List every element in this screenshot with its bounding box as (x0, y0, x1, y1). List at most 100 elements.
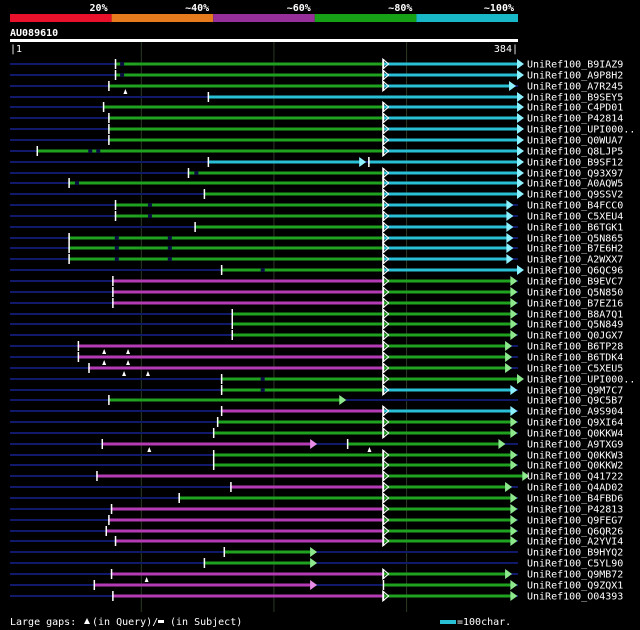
hit-label[interactable]: UniRef100_Q41722 (527, 472, 623, 483)
hit-label[interactable]: UniRef100_B7EZ16 (527, 299, 623, 310)
hit-row[interactable]: UniRef100_B4FCC0 (10, 198, 623, 212)
hit-row[interactable]: UniRef100_UPI000.. (10, 372, 635, 386)
hit-label[interactable]: UniRef100_A2YVI4 (527, 537, 623, 548)
hit-label[interactable]: UniRef100_Q0KKW3 (527, 451, 623, 462)
hit-label[interactable]: UniRef100_Q5N849 (527, 320, 623, 331)
hit-label[interactable]: UniRef100_Q0KKW4 (527, 429, 623, 440)
hit-row[interactable]: UniRef100_A9TXG9 (10, 439, 623, 452)
hit-label[interactable]: UniRef100_A0AQW5 (527, 179, 623, 190)
hit-row[interactable]: UniRef100_Q9MB72 (10, 567, 623, 582)
hit-row[interactable]: UniRef100_Q93X97 (10, 166, 623, 180)
hit-row[interactable]: UniRef100_Q9ZQX1 (10, 580, 623, 592)
hit-row[interactable]: UniRef100_B4FBD6 (10, 491, 623, 505)
hit-row[interactable]: UniRef100_A0AQW5 (10, 176, 623, 190)
hit-label[interactable]: UniRef100_Q6QR26 (527, 527, 623, 538)
hit-row[interactable]: UniRef100_B9SF12 (10, 157, 623, 169)
hit-label[interactable]: UniRef100_Q9SSV2 (527, 190, 623, 201)
hit-label[interactable]: UniRef100_A2WXX7 (527, 255, 623, 266)
hit-label[interactable]: UniRef100_B4FCC0 (527, 201, 623, 212)
hit-row[interactable]: UniRef100_B9EVC7 (10, 274, 623, 288)
hit-row[interactable]: UniRef100_B7E6H2 (10, 241, 623, 255)
hit-row[interactable]: UniRef100_Q6QR26 (10, 524, 623, 538)
hit-label[interactable]: UniRef100_Q5N850 (527, 288, 623, 299)
hit-label[interactable]: UniRef100_O04393 (527, 592, 623, 603)
hit-row[interactable]: UniRef100_Q9C5B7 (10, 395, 623, 407)
hit-label[interactable]: UniRef100_Q0KKW2 (527, 461, 623, 472)
hit-label[interactable]: UniRef100_Q9C5B7 (527, 396, 623, 407)
hit-row[interactable]: UniRef100_B6TDK4 (10, 350, 623, 365)
hit-label[interactable]: UniRef100_Q0JGX7 (527, 331, 623, 342)
hit-label[interactable]: UniRef100_B4FBD6 (527, 494, 623, 505)
hit-label[interactable]: UniRef100_B9IAZ9 (527, 60, 623, 71)
hit-label[interactable]: UniRef100_A9S904 (527, 407, 623, 418)
hit-label[interactable]: UniRef100_Q6QC96 (527, 266, 623, 277)
hit-label[interactable]: UniRef100_Q93X97 (527, 169, 623, 180)
hit-row[interactable]: UniRef100_C5XEU5 (10, 361, 623, 376)
hit-label[interactable]: UniRef100_A7R245 (527, 82, 623, 93)
hit-row[interactable]: UniRef100_Q9XI64 (10, 415, 623, 429)
hit-label[interactable]: UniRef100_Q4AD02 (527, 483, 623, 494)
hit-row[interactable]: UniRef100_B6TGK1 (10, 220, 623, 234)
hit-label[interactable]: UniRef100_A9TXG9 (527, 440, 623, 451)
hit-label[interactable]: UniRef100_Q9XI64 (527, 418, 623, 429)
hit-label[interactable]: UniRef100_P42814 (527, 114, 623, 125)
hit-label[interactable]: UniRef100_B9HYQ2 (527, 548, 623, 559)
hit-label[interactable]: UniRef100_Q9M7C7 (527, 386, 623, 397)
hit-label[interactable]: UniRef100_B7E6H2 (527, 244, 623, 255)
hit-label[interactable]: UniRef100_C5XEU4 (527, 212, 623, 223)
hit-row[interactable]: UniRef100_Q4AD02 (10, 480, 623, 494)
hit-row[interactable]: UniRef100_P42813 (10, 502, 623, 516)
hit-label[interactable]: UniRef100_P42813 (527, 505, 623, 516)
hit-row[interactable]: UniRef100_Q0KKW4 (10, 426, 623, 440)
hit-label[interactable]: UniRef100_Q0WUA7 (527, 136, 623, 147)
hit-row[interactable]: UniRef100_Q0KKW2 (10, 458, 623, 472)
hit-row[interactable]: UniRef100_Q0JGX7 (10, 328, 623, 342)
hit-row[interactable]: UniRef100_Q41722 (10, 469, 623, 483)
hit-row[interactable]: UniRef100_C5XEU4 (10, 209, 623, 223)
hit-label[interactable]: UniRef100_A9P8H2 (527, 71, 623, 82)
hit-label[interactable]: UniRef100_B6TP28 (527, 342, 623, 353)
hit-row[interactable]: UniRef100_A9P8H2 (10, 68, 623, 82)
hit-row[interactable]: UniRef100_B9HYQ2 (10, 547, 623, 559)
hit-row[interactable]: UniRef100_A7R245 (10, 79, 623, 94)
hit-row[interactable]: UniRef100_Q5N865 (10, 231, 623, 245)
hit-label[interactable]: UniRef100_B9SF12 (527, 158, 623, 169)
hit-label[interactable]: UniRef100_B8A7Q1 (527, 310, 623, 321)
hit-row[interactable]: UniRef100_Q9M7C7 (10, 383, 623, 397)
hit-row[interactable]: UniRef100_A2WXX7 (10, 252, 623, 266)
hit-row[interactable]: UniRef100_UPI000.. (10, 122, 635, 136)
hit-row[interactable]: UniRef100_Q5N849 (10, 317, 623, 331)
hit-row[interactable]: UniRef100_Q6QC96 (10, 263, 623, 277)
hit-label[interactable]: UniRef100_Q9MB72 (527, 570, 623, 581)
hit-label[interactable]: UniRef100_Q8LJP5 (527, 147, 623, 158)
hit-label[interactable]: UniRef100_C4PD01 (527, 103, 623, 114)
hit-row[interactable]: UniRef100_Q9FEG7 (10, 513, 623, 527)
hit-label[interactable]: UniRef100_B6TDK4 (527, 353, 623, 364)
hit-row[interactable]: UniRef100_B8A7Q1 (10, 307, 623, 321)
hit-label[interactable]: UniRef100_B6TGK1 (527, 223, 623, 234)
hit-row[interactable]: UniRef100_B6TP28 (10, 339, 623, 354)
hit-label[interactable]: UniRef100_B9SEY5 (527, 93, 623, 104)
hit-row[interactable]: UniRef100_A2YVI4 (10, 534, 623, 548)
hit-row[interactable]: UniRef100_Q0WUA7 (10, 133, 623, 147)
hit-label[interactable]: UniRef100_UPI000.. (527, 375, 635, 386)
hit-row[interactable]: UniRef100_Q0KKW3 (10, 448, 623, 462)
hit-row[interactable]: UniRef100_A9S904 (10, 404, 623, 418)
hit-row[interactable]: UniRef100_Q9SSV2 (10, 187, 623, 201)
hit-row[interactable]: UniRef100_B7EZ16 (10, 296, 623, 310)
hit-row[interactable]: UniRef100_Q8LJP5 (10, 144, 623, 158)
hit-label[interactable]: UniRef100_Q9FEG7 (527, 516, 623, 527)
hit-label[interactable]: UniRef100_C5YL90 (527, 559, 623, 570)
hit-row[interactable]: UniRef100_C4PD01 (10, 100, 623, 114)
hit-row[interactable]: UniRef100_B9IAZ9 (10, 57, 623, 71)
hit-label[interactable]: UniRef100_Q9ZQX1 (527, 581, 623, 592)
hit-label[interactable]: UniRef100_UPI000.. (527, 125, 635, 136)
hit-row[interactable]: UniRef100_C5YL90 (10, 558, 623, 570)
hit-row[interactable]: UniRef100_P42814 (10, 111, 623, 125)
hit-row[interactable]: UniRef100_B9SEY5 (10, 92, 623, 104)
hit-row[interactable]: UniRef100_Q5N850 (10, 285, 623, 299)
hit-label[interactable]: UniRef100_C5XEU5 (527, 364, 623, 375)
hit-label[interactable]: UniRef100_B9EVC7 (527, 277, 623, 288)
hit-row[interactable]: UniRef100_O04393 (10, 589, 623, 603)
hit-label[interactable]: UniRef100_Q5N865 (527, 234, 623, 245)
